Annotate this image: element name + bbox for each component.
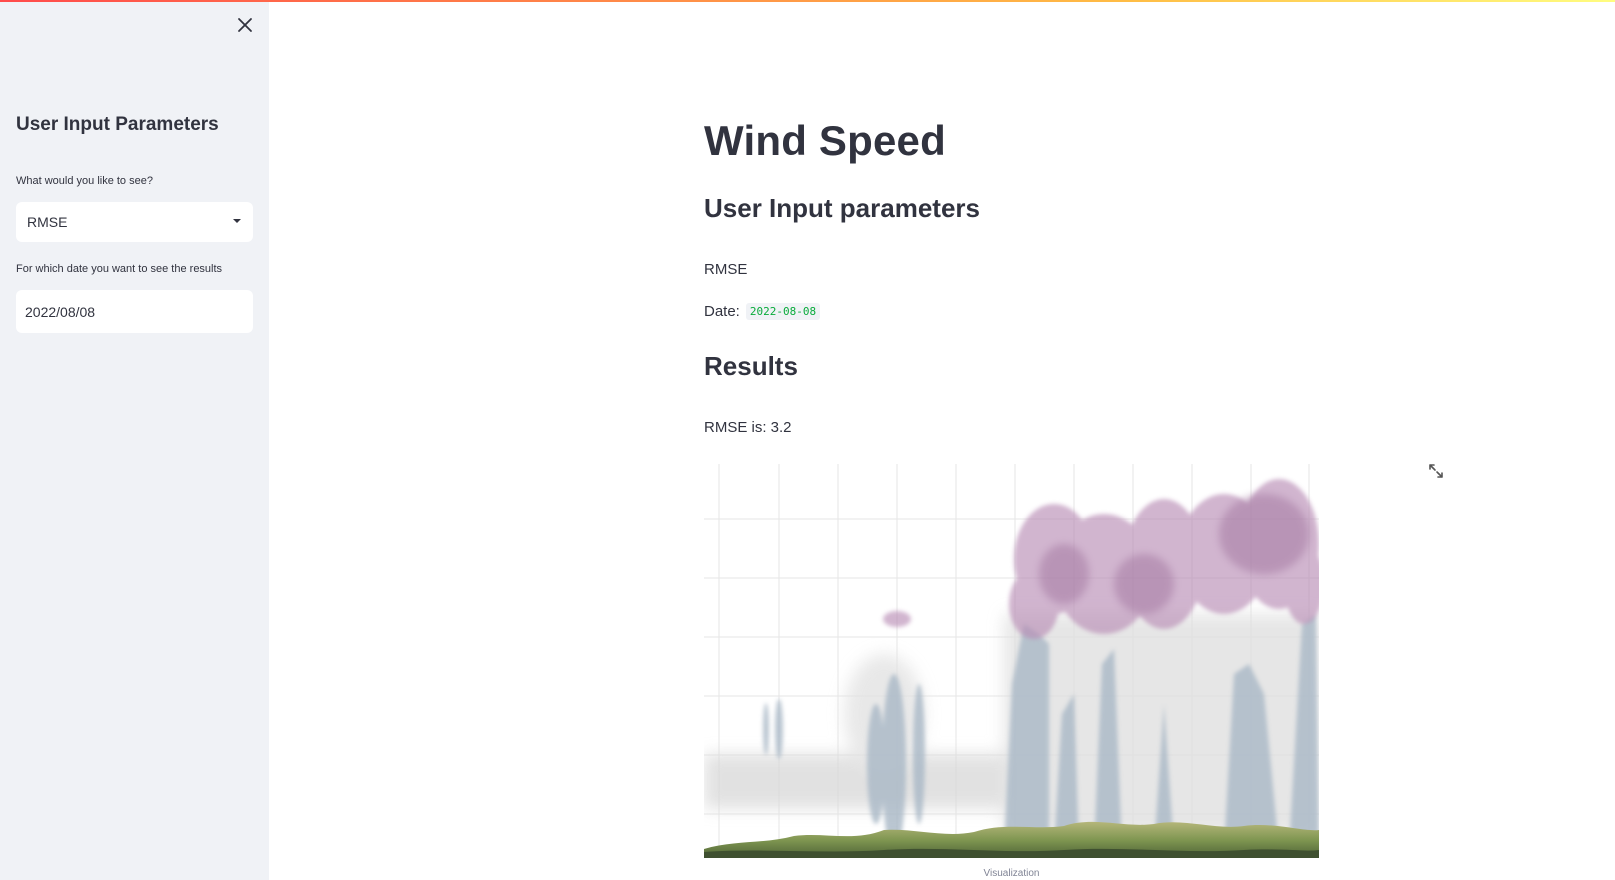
fullscreen-icon [1429, 464, 1443, 478]
date-input[interactable] [16, 290, 253, 333]
date-prefix: Date: [704, 303, 740, 320]
close-icon [238, 18, 252, 32]
date-input-label: For which date you want to see the resul… [16, 263, 223, 275]
date-line: Date: 2022-08-08 [704, 303, 821, 321]
page-title: Wind Speed [704, 117, 946, 164]
date-code: 2022-08-08 [745, 303, 821, 320]
visualization-image [704, 464, 1319, 858]
results-heading: Results [704, 351, 798, 381]
metric-text: RMSE [704, 261, 748, 278]
fullscreen-button[interactable] [1427, 462, 1445, 480]
metric-select-value: RMSE [27, 214, 68, 230]
top-decoration-bar [0, 0, 1615, 2]
close-sidebar-button[interactable] [234, 14, 256, 36]
params-heading: User Input parameters [704, 193, 980, 223]
result-text: RMSE is: 3.2 [704, 419, 792, 436]
sidebar: User Input Parameters What would you lik… [0, 0, 269, 880]
chevron-down-icon [233, 219, 241, 223]
metric-select[interactable]: RMSE [16, 202, 253, 242]
metric-select-label: What would you like to see? [16, 175, 153, 187]
image-caption: Visualization [983, 868, 1040, 879]
sidebar-heading: User Input Parameters [16, 114, 219, 135]
